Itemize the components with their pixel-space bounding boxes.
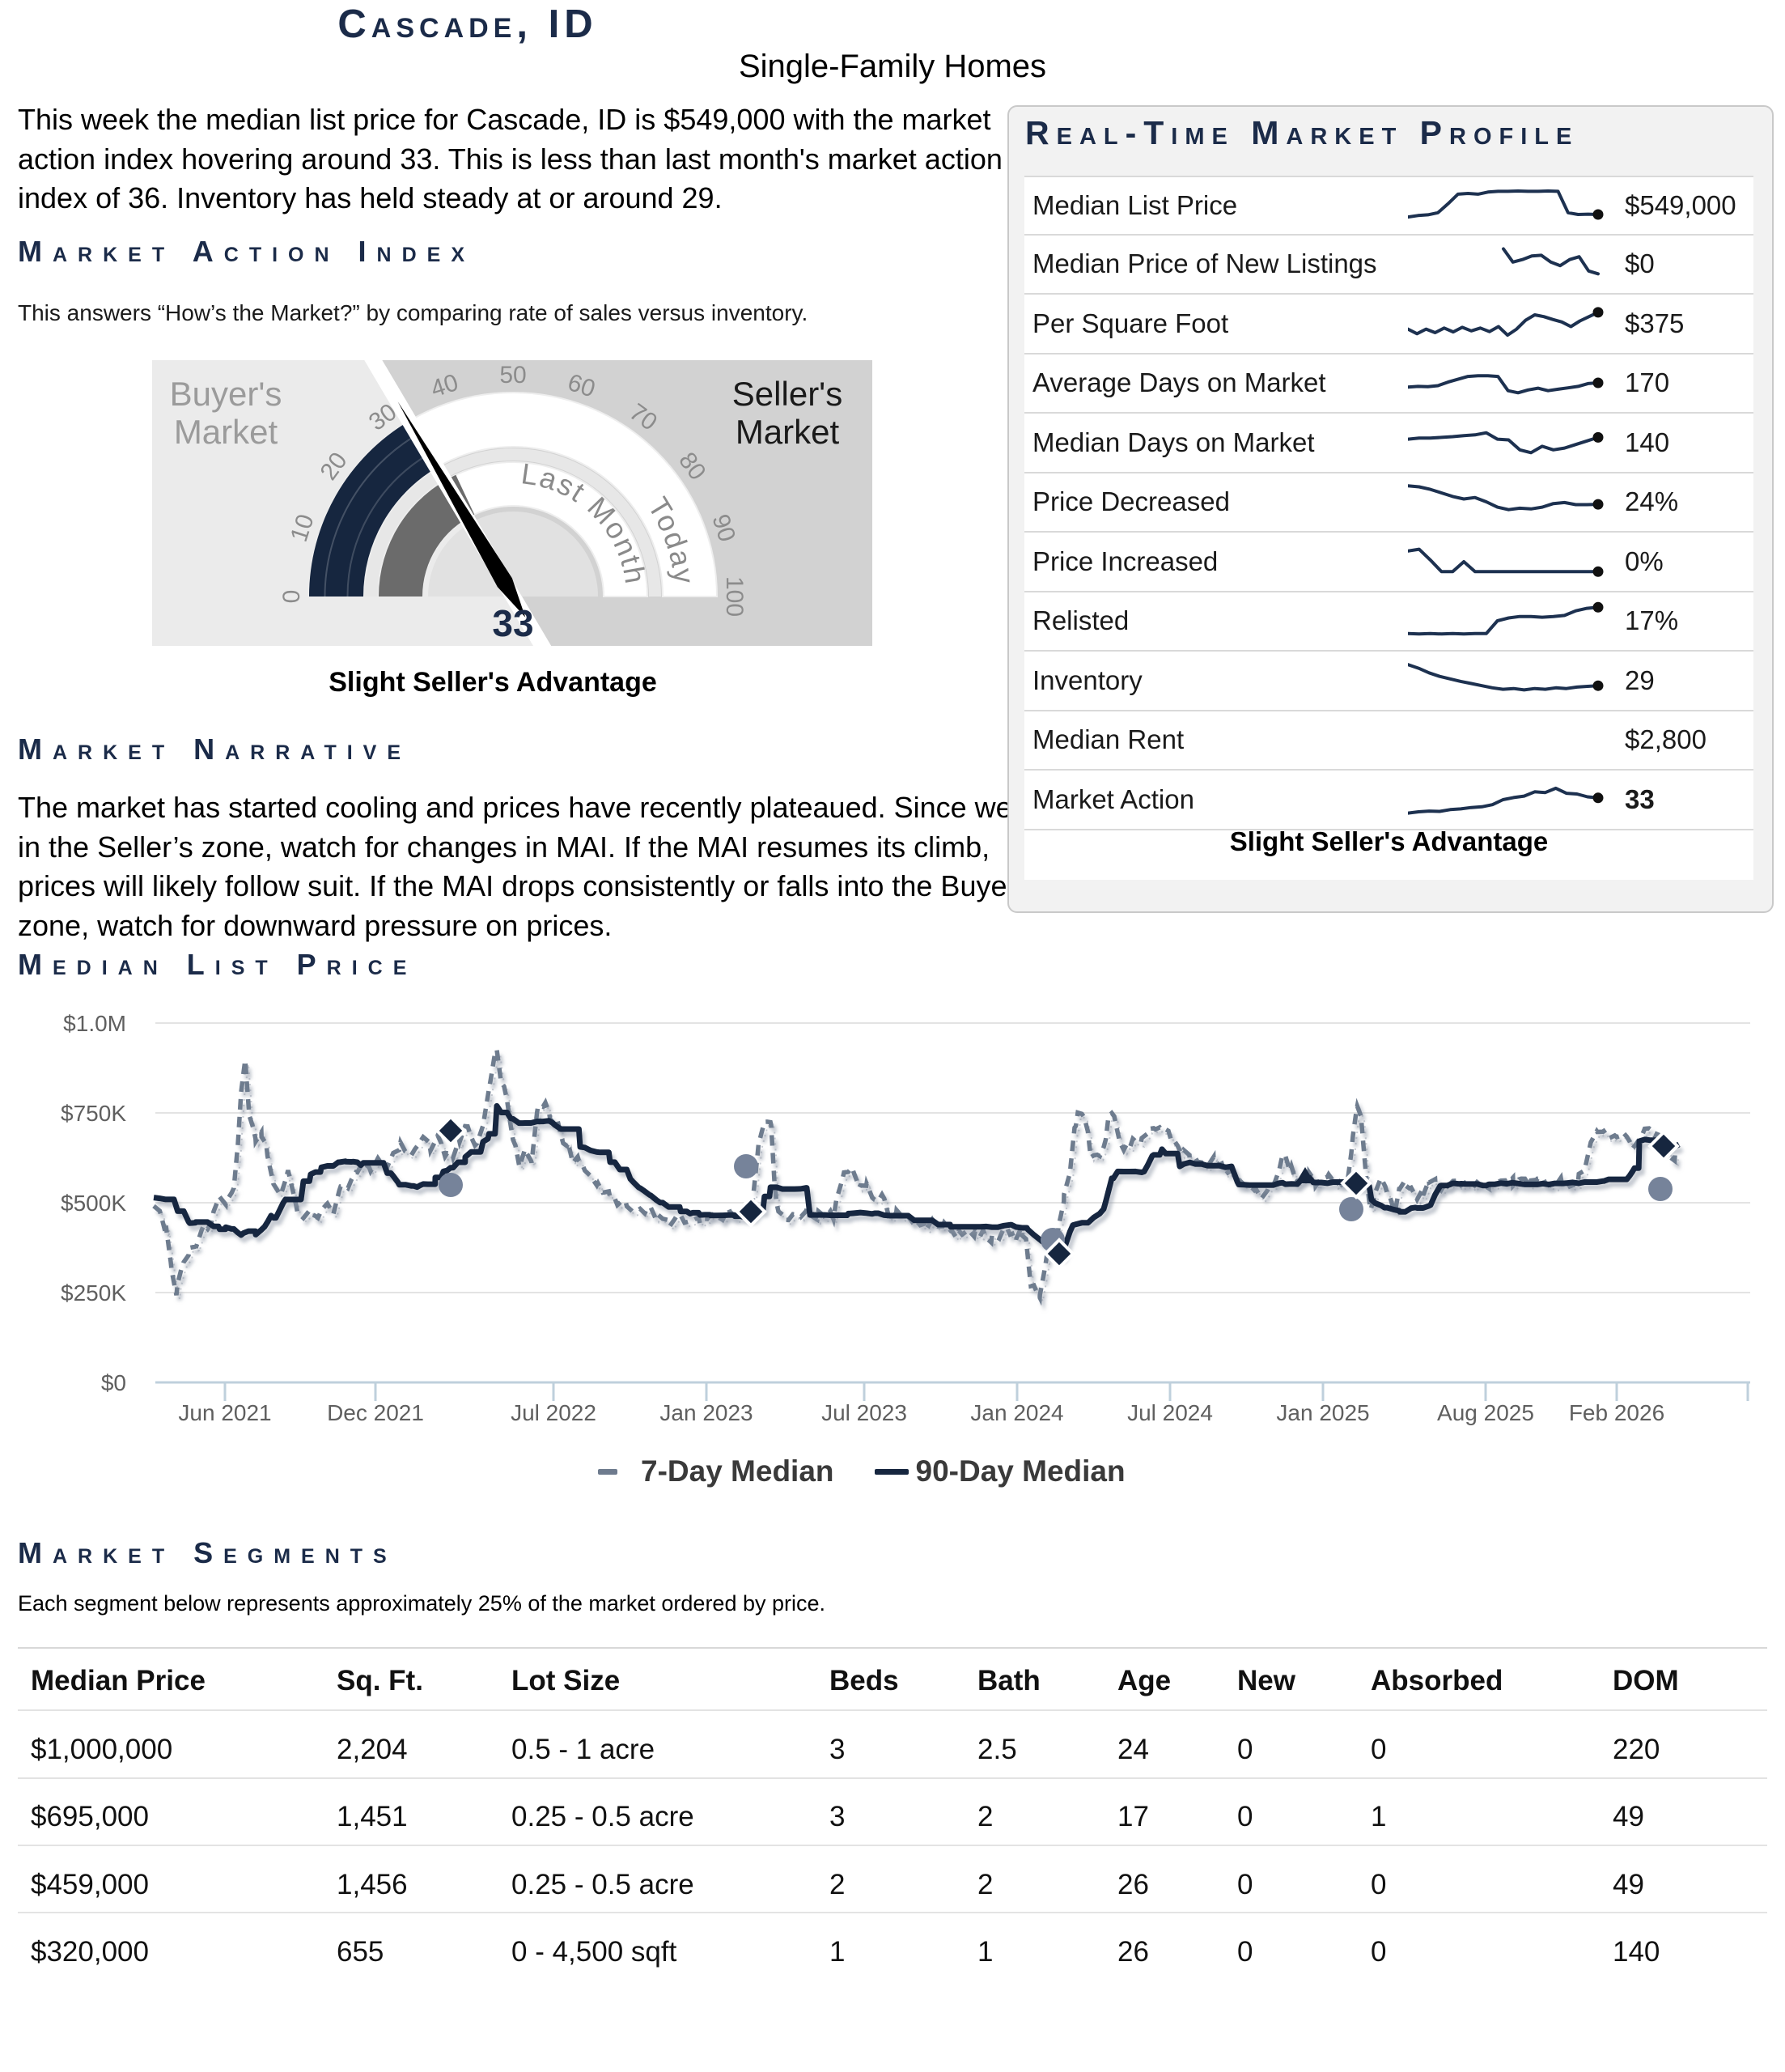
svg-text:Aug 2025: Aug 2025 xyxy=(1437,1400,1534,1425)
svg-text:Market: Market xyxy=(174,413,278,451)
svg-text:Jan 2025: Jan 2025 xyxy=(1276,1400,1369,1425)
svg-text:Jul 2024: Jul 2024 xyxy=(1127,1400,1213,1425)
svg-text:$500K: $500K xyxy=(61,1191,126,1216)
svg-text:$1.0M: $1.0M xyxy=(63,1011,126,1036)
svg-text:$250K: $250K xyxy=(61,1280,126,1306)
svg-text:Feb 2026: Feb 2026 xyxy=(1569,1400,1664,1425)
svg-text:Jun 2021: Jun 2021 xyxy=(178,1400,271,1425)
svg-text:$0: $0 xyxy=(101,1370,126,1395)
svg-text:100: 100 xyxy=(721,576,748,617)
svg-text:Buyer's: Buyer's xyxy=(170,375,282,413)
svg-text:33: 33 xyxy=(492,602,533,644)
svg-text:0: 0 xyxy=(278,590,305,604)
svg-text:Dec 2021: Dec 2021 xyxy=(327,1400,424,1425)
svg-text:50: 50 xyxy=(499,362,526,388)
svg-text:$750K: $750K xyxy=(61,1101,126,1126)
svg-text:Seller's: Seller's xyxy=(732,375,842,413)
svg-text:Jan 2024: Jan 2024 xyxy=(970,1400,1063,1425)
svg-text:Jul 2023: Jul 2023 xyxy=(821,1400,907,1425)
svg-text:Jul 2022: Jul 2022 xyxy=(511,1400,596,1425)
svg-text:Market: Market xyxy=(736,413,840,451)
svg-text:Jan 2023: Jan 2023 xyxy=(659,1400,753,1425)
